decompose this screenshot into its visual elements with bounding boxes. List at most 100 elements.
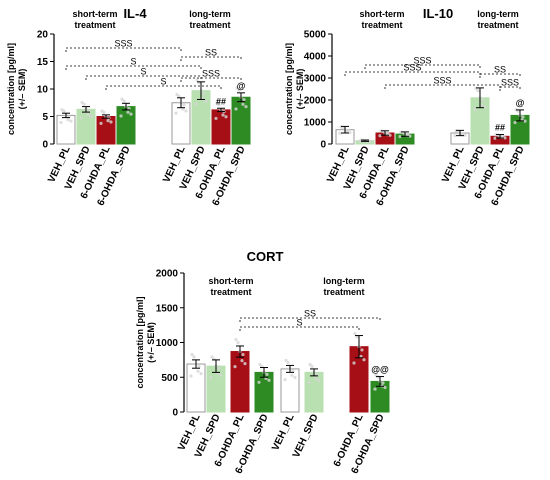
bar: [304, 371, 324, 413]
y-tick-label: 10: [37, 85, 49, 96]
comparison-label: SSS: [403, 63, 421, 73]
data-point: [265, 372, 269, 376]
y-axis-label-unit: (+/– SEM): [17, 69, 27, 110]
y-axis-label: concentration [pg/ml]: [284, 43, 294, 135]
data-point: [368, 139, 372, 143]
data-point: [194, 102, 198, 106]
comparison-label: SS: [494, 65, 506, 75]
data-point: [221, 113, 225, 117]
data-point: [481, 98, 485, 102]
data-point: [352, 361, 356, 365]
bar: [230, 351, 250, 413]
data-point: [258, 362, 262, 367]
comparison-bracket: [499, 86, 521, 91]
data-point: [244, 105, 248, 109]
data-point: [209, 375, 213, 380]
data-point: [234, 107, 238, 111]
comparison-bracket: [479, 73, 521, 78]
comparison-bracket: [239, 326, 360, 331]
data-point: [127, 106, 131, 111]
data-point: [314, 376, 318, 380]
y-tick-label: 0: [172, 408, 178, 419]
data-point: [503, 136, 507, 140]
data-point: [106, 119, 110, 123]
data-point: [385, 133, 389, 137]
data-point: [86, 112, 90, 117]
group-label-line1: short-term: [359, 9, 404, 19]
y-tick-label: 0: [42, 140, 48, 151]
data-point: [476, 89, 480, 93]
bar: [56, 114, 76, 145]
comparison-label: SSS: [433, 76, 451, 86]
y-tick-label: 15: [37, 57, 49, 68]
data-point: [195, 78, 199, 82]
data-point: [219, 373, 223, 377]
data-point: [59, 120, 63, 125]
y-tick-label: 0: [320, 140, 326, 151]
data-point: [381, 381, 385, 385]
group-label-line2: treatment: [361, 20, 402, 30]
bar: [211, 109, 231, 145]
comparison-label: SS: [205, 48, 217, 58]
data-point: [80, 100, 84, 105]
data-point: [210, 355, 214, 359]
significance-marker: ##: [495, 123, 505, 133]
data-point: [199, 372, 203, 376]
y-tick-label: 1500: [156, 303, 179, 314]
y-tick-label: 500: [161, 373, 178, 384]
data-point: [523, 119, 527, 123]
data-point: [362, 358, 366, 362]
data-point: [493, 136, 497, 140]
data-point: [241, 352, 245, 357]
data-point: [286, 360, 290, 365]
data-point: [204, 99, 208, 103]
data-point: [69, 119, 73, 123]
data-point: [453, 134, 457, 138]
comparison-label: SS: [304, 309, 316, 319]
data-point: [283, 378, 287, 382]
group-label-line1: short-term: [208, 276, 253, 286]
data-point: [308, 362, 312, 367]
data-point: [189, 374, 193, 378]
comparison-bracket: [65, 47, 182, 52]
data-point: [500, 135, 504, 140]
data-point: [197, 364, 201, 369]
group-label-line2: treatment: [323, 287, 364, 297]
comparison-label: S: [130, 57, 136, 67]
y-axis-label: concentration [pg/ml]: [6, 43, 16, 135]
bar: [231, 96, 251, 145]
data-point: [521, 115, 525, 119]
data-point: [215, 101, 219, 105]
comparison-bracket: [85, 75, 202, 80]
y-tick-label: 5: [42, 112, 48, 123]
data-point: [315, 372, 319, 376]
data-point: [100, 109, 104, 113]
comparison-label: S: [140, 67, 146, 77]
data-point: [317, 378, 321, 382]
bar: [96, 116, 116, 145]
y-tick-label: 2000: [304, 96, 327, 107]
group-label-line1: short-term: [72, 9, 117, 19]
group-label-line1: long-term: [189, 9, 231, 19]
group-label-line2: treatment: [210, 287, 251, 297]
data-point: [236, 340, 240, 345]
bar: [206, 365, 226, 413]
data-point: [383, 385, 387, 390]
data-point: [388, 133, 392, 137]
data-point: [120, 97, 124, 101]
y-axis-label-unit: (+/– SEM): [295, 69, 305, 110]
data-point: [373, 387, 377, 391]
group-label-line1: long-term: [323, 276, 365, 286]
data-point: [348, 130, 352, 135]
comparison-label: SSS: [501, 78, 519, 88]
comparison-label: S: [296, 318, 302, 328]
group-label-line1: long-term: [477, 9, 519, 19]
data-point: [257, 380, 261, 384]
y-tick-label: 2000: [156, 269, 179, 280]
data-point: [233, 365, 237, 369]
y-tick-label: 5000: [304, 30, 327, 41]
data-point: [378, 134, 382, 138]
data-point: [408, 134, 412, 138]
bar: [186, 363, 206, 413]
data-point: [473, 107, 477, 111]
